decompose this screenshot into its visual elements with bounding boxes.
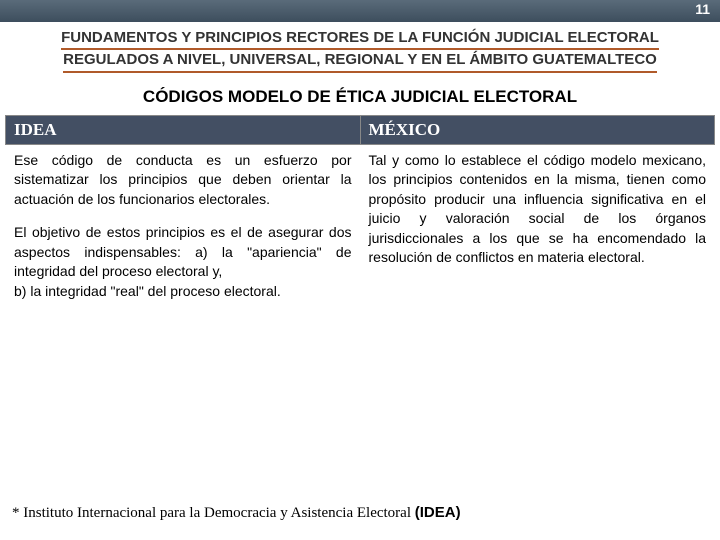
top-bar: 11 xyxy=(0,0,720,22)
column-header-mexico: MÉXICO xyxy=(360,115,715,144)
table-row: Ese código de conducta es un esfuerzo po… xyxy=(6,144,715,322)
page-number: 11 xyxy=(695,1,710,17)
cell-mexico: Tal y como lo establece el código modelo… xyxy=(360,144,715,322)
header-line-1: FUNDAMENTOS Y PRINCIPIOS RECTORES DE LA … xyxy=(61,28,659,50)
footnote-bold: (IDEA) xyxy=(415,504,461,521)
slide-header: FUNDAMENTOS Y PRINCIPIOS RECTORES DE LA … xyxy=(0,22,720,77)
idea-paragraph-2: El objetivo de estos principios es el de… xyxy=(14,223,352,282)
slide-subtitle: CÓDIGOS MODELO DE ÉTICA JUDICIAL ELECTOR… xyxy=(0,77,720,115)
idea-paragraph-3: b) la integridad "real" del proceso elec… xyxy=(14,282,352,302)
cell-idea: Ese código de conducta es un esfuerzo po… xyxy=(6,144,361,322)
column-header-idea: IDEA xyxy=(6,115,361,144)
comparison-table: IDEA MÉXICO Ese código de conducta es un… xyxy=(5,115,715,322)
footnote: * Instituto Internacional para la Democr… xyxy=(12,504,461,522)
table-header-row: IDEA MÉXICO xyxy=(6,115,715,144)
idea-paragraph-1: Ese código de conducta es un esfuerzo po… xyxy=(14,151,352,210)
header-line-2: REGULADOS A NIVEL, UNIVERSAL, REGIONAL Y… xyxy=(63,50,657,72)
footnote-text: * Instituto Internacional para la Democr… xyxy=(12,505,415,521)
mexico-paragraph-1: Tal y como lo establece el código modelo… xyxy=(369,151,707,269)
